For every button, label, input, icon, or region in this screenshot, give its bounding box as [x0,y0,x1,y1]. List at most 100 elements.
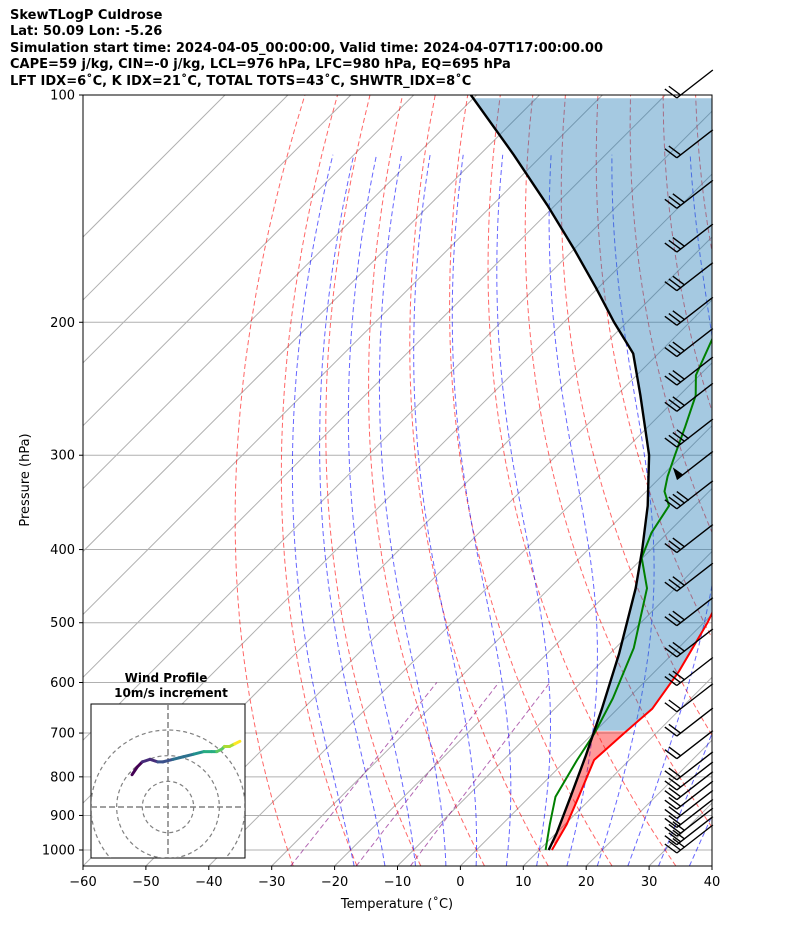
x-axis-label: Temperature (˚C) [340,896,453,912]
dry-adiabat [728,95,794,866]
x-tick-label: −40 [195,875,222,890]
hodograph-segment [130,765,139,777]
location-coordinates: Lat: 50.09 Lon: -5.26 [10,24,163,40]
mixing-ratio-line [290,682,438,866]
y-tick-label: 900 [50,809,75,824]
wind-barb [664,129,714,159]
wind-barb [664,356,714,386]
y-tick-label: 400 [50,543,75,558]
wind-barb [664,751,714,781]
hodograph-subtitle: 10m/s increment [114,686,228,700]
y-axis-label: Pressure (hPa) [18,433,33,526]
moist-adiabat [720,155,794,866]
wind-barb [672,450,714,480]
hodograph-segment [171,755,185,761]
dry-adiabat [560,95,712,737]
dry-adiabat [368,95,485,866]
x-tick-label: 30 [641,875,658,890]
x-tick-label: −60 [69,875,96,890]
parcel-line [469,95,651,851]
y-tick-label: 700 [50,727,75,742]
cape-area [473,98,712,731]
isotherm-0 [460,613,712,866]
moist-adiabat [658,731,712,866]
wind-barb [664,562,714,592]
dry-adiabat [487,95,677,866]
x-tick-label: −20 [321,875,348,890]
hodograph-segment [181,752,196,759]
isotherm--90 [83,95,666,679]
plot-area [83,95,794,866]
isotherm--120 [83,95,477,490]
wind-barb [664,780,714,810]
simulation-times: Simulation start time: 2024-04-05_00:00:… [10,40,603,56]
x-tick-label: −50 [132,875,159,890]
x-tick-label: 20 [578,875,595,890]
wind-barb [664,798,714,828]
dry-adiabat [409,95,549,866]
wind-barb [664,69,714,99]
wind-barb [664,707,714,737]
hodograph-segment [233,739,242,746]
dry-adiabat [761,95,794,866]
wind-barb [664,327,714,358]
wind-barb [664,382,714,412]
y-tick-label: 100 [50,89,75,104]
wind-barb [664,179,714,209]
isotherm--20 [334,487,712,866]
wind-barb [664,296,714,326]
dry-adiabat [280,95,358,866]
wind-barb [664,761,714,791]
wind-barb [664,656,714,687]
moist-adiabat [378,154,447,866]
moist-adiabat [548,154,599,866]
isotherm-10 [522,676,712,866]
mixing-ratio-line [409,682,551,866]
x-tick-label: 0 [456,875,464,890]
x-tick-label: 40 [704,875,721,890]
dry-adiabat [234,95,306,866]
isotherm-40 [711,865,712,866]
dry-adiabat [595,95,712,640]
x-tick-label: 10 [515,875,532,890]
isotherm--50 [145,299,712,866]
hodograph-segment [161,757,175,764]
x-axis-ticks: −60 −50 −40 −30 −20 −10 0 10 20 30 40 [69,866,720,890]
y-tick-label: 1000 [42,844,75,859]
wind-barb [664,628,714,658]
wind-barb [664,418,714,448]
isotherm--130 [83,95,415,427]
dry-adiabat [524,95,712,829]
hodograph: Wind Profile 10m/s increment [90,671,246,859]
temperature-line [551,610,712,851]
mixing-ratio-line [355,682,500,866]
y-axis-ticks: 1000 900 800 700 600 500 400 300 200 100 [42,89,83,859]
convective-indices-2: LFT IDX=6˚C, K IDX=21˚C, TOTAL TOTS=43˚C… [10,73,472,89]
dry-adiabat [662,95,712,413]
hodograph-title: Wind Profile [125,671,208,685]
chart-header: SkewTLogP Culdrose Lat: 50.09 Lon: -5.26… [10,8,603,90]
dry-adiabat [325,95,422,866]
wind-barb [664,262,714,292]
x-tick-label: −30 [258,875,285,890]
isotherm--160 [83,95,226,238]
moist-adiabat [496,154,551,866]
y-tick-label: 200 [50,316,75,331]
isotherm--150 [83,95,289,301]
dry-adiabat [449,95,613,866]
isotherm--30 [271,424,712,866]
wind-barb [664,771,714,801]
y-tick-label: 800 [50,770,75,785]
wind-barb [664,597,714,627]
isotherm--110 [83,95,540,553]
wind-barb [664,824,714,854]
wind-barb [664,223,714,253]
y-tick-label: 500 [50,616,75,631]
isotherm--40 [208,362,712,866]
y-tick-label: 600 [50,676,75,691]
isotherm--80 [83,110,712,741]
isotherm--140 [83,95,352,364]
moist-adiabat [451,154,512,866]
chart-title: SkewTLogP Culdrose [10,8,163,23]
